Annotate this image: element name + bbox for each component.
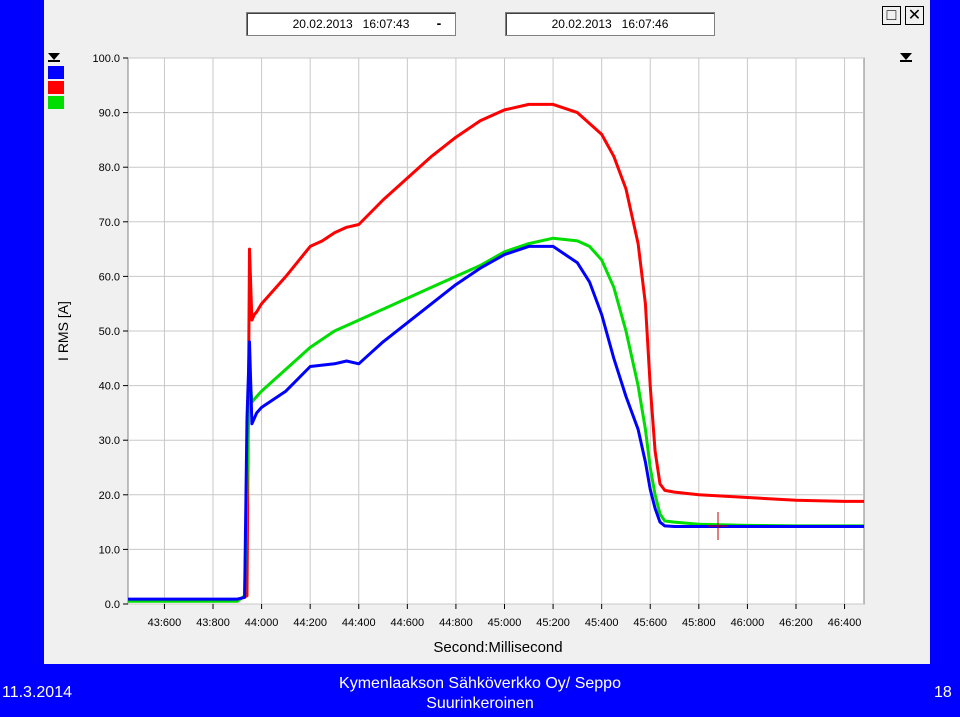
- x-tick-label: 44:600: [391, 617, 425, 629]
- x-tick-label: 43:800: [196, 617, 230, 629]
- chevron-down-icon: [900, 53, 912, 60]
- x-tick-label: 45:200: [536, 617, 570, 629]
- time-range-separator: -: [436, 15, 442, 31]
- dropdown-bar: [900, 60, 912, 62]
- y-tick-label: 10.0: [99, 544, 120, 556]
- y-tick-label: 0.0: [105, 599, 120, 611]
- y-tick-label: 50.0: [99, 326, 120, 338]
- footer-organization: Kymenlaakson Sähköverkko Oy/ Seppo Suuri…: [339, 675, 621, 712]
- x-tick-label: 45:400: [585, 617, 619, 629]
- axis-ticks: 0.0 10.0 20.0 30.0 40.0 50.0 60.0 70.0 80.0 90.0 1…: [92, 53, 861, 629]
- footer-page-number: 18: [934, 684, 952, 701]
- legend-swatch-red[interactable]: [48, 81, 64, 94]
- x-tick-label: 45:600: [633, 617, 667, 629]
- start-time-field[interactable]: 20.02.2013 16:07:43: [246, 12, 456, 36]
- y-tick-label: 80.0: [99, 162, 120, 174]
- series-red-line: [128, 102, 864, 602]
- y-tick-label: 40.0: [99, 381, 120, 393]
- end-time-field[interactable]: 20.02.2013 16:07:46: [505, 12, 715, 36]
- series-group: [128, 102, 864, 603]
- series-blue-line: [128, 244, 864, 601]
- series-green-line: [128, 236, 864, 603]
- x-tick-label: 45:800: [682, 617, 716, 629]
- y-tick-label: 90.0: [99, 108, 120, 120]
- x-tick-label: 44:200: [293, 617, 327, 629]
- y-tick-label: 100.0: [92, 53, 120, 65]
- x-tick-label: 46:200: [779, 617, 813, 629]
- footer-date: 11.3.2014: [2, 684, 72, 701]
- legend-swatch-blue[interactable]: [48, 66, 64, 79]
- x-tick-label: 44:000: [245, 617, 279, 629]
- x-tick-label: 46:000: [731, 617, 765, 629]
- y-tick-label: 70.0: [99, 217, 120, 229]
- x-tick-label: 46:400: [828, 617, 862, 629]
- restore-icon: □: [886, 7, 897, 24]
- x-tick-label: 44:800: [439, 617, 473, 629]
- y-tick-label: 30.0: [99, 435, 120, 447]
- y-axis-label: I RMS [A]: [55, 301, 71, 361]
- x-axis-label: Second:Millisecond: [433, 639, 562, 656]
- legend-swatch-green[interactable]: [48, 96, 64, 109]
- legend-dropdown-button[interactable]: [48, 50, 62, 64]
- close-icon: ✕: [907, 7, 922, 24]
- options-dropdown-button[interactable]: [900, 50, 914, 64]
- y-tick-label: 60.0: [99, 271, 120, 283]
- cursor-marker[interactable]: [708, 512, 728, 540]
- restore-button[interactable]: □: [882, 6, 901, 25]
- x-tick-label: 44:400: [342, 617, 376, 629]
- chevron-down-icon: [48, 53, 60, 60]
- x-tick-label: 43:600: [148, 617, 182, 629]
- x-tick-label: 45:000: [488, 617, 522, 629]
- close-button[interactable]: ✕: [905, 6, 924, 25]
- dropdown-bar: [48, 60, 60, 62]
- y-tick-label: 20.0: [99, 490, 120, 502]
